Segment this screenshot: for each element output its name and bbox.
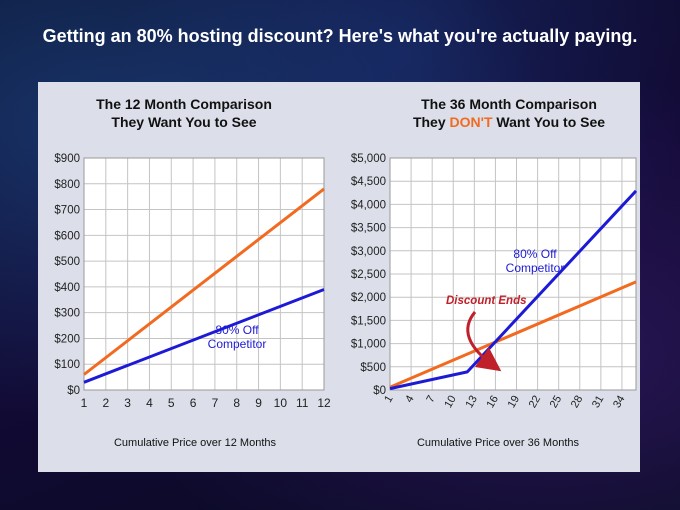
series-line-competitor [389, 189, 638, 391]
x-tick-label: 34 [611, 394, 628, 411]
x-tick-label: 7 [212, 396, 219, 410]
x-tick-label: 9 [255, 396, 262, 410]
y-tick-label: $1,000 [351, 339, 386, 351]
x-tick-label: 1 [81, 396, 88, 410]
x-tick-label: 19 [506, 394, 523, 411]
x-tick-label: 8 [233, 396, 240, 410]
chart2-title-line1: The 36 Month Comparison [421, 96, 597, 112]
headline: Getting an 80% hosting discount? Here's … [42, 26, 638, 46]
series-line-brand [83, 187, 325, 376]
y-tick-label: $800 [54, 179, 80, 191]
y-tick-label: $500 [54, 256, 80, 268]
chart2-plot: $0 $500 $1,000 $1,500 $2,000 $2,500 $3,000 $3,5… [351, 153, 638, 411]
chart2-title-emphasis: DON'T [450, 114, 493, 130]
y-tick-label: $500 [360, 362, 386, 374]
y-tick-label: $4,500 [351, 176, 386, 188]
y-tick-label: $300 [54, 308, 80, 320]
y-tick-label: $100 [54, 359, 80, 371]
y-tick-label: $5,000 [351, 153, 386, 165]
y-tick-label: $900 [54, 153, 80, 165]
x-tick-label: 10 [274, 396, 288, 410]
x-tick-label: 4 [146, 396, 153, 410]
y-tick-label: $4,000 [351, 199, 386, 211]
chart1-plot: $0 $100 $200 $300 $400 $500 $600 $700 $800 $900 1 2… [54, 153, 331, 410]
plot-border [83, 157, 325, 391]
x-tick-label: 3 [124, 396, 131, 410]
x-tick-label: 12 [317, 396, 331, 410]
x-tick-label: 13 [463, 394, 480, 411]
y-tick-label: $200 [54, 333, 80, 345]
x-tick-label: 1 [382, 394, 395, 405]
x-tick-label: 7 [424, 394, 437, 405]
x-tick-label: 11 [296, 396, 309, 410]
y-tick-label: $1,500 [351, 315, 386, 327]
y-tick-label: $0 [373, 385, 386, 397]
plot-border [389, 157, 637, 391]
x-tick-label: 10 [442, 394, 459, 411]
y-tick-label: $700 [54, 205, 80, 217]
y-tick-label: $0 [67, 385, 80, 397]
x-tick-label: 22 [527, 393, 544, 410]
x-tick-label: 2 [102, 396, 109, 410]
chart-panel: The 12 Month Comparison They Want You to… [38, 82, 640, 472]
y-tick-label: $2,000 [351, 292, 386, 304]
x-tick-label: 5 [168, 396, 175, 410]
chart1-title-line2: They Want You to See [111, 114, 256, 130]
y-tick-label: $3,500 [351, 223, 386, 235]
y-tick-label: $400 [54, 282, 80, 294]
series-line-competitor [83, 288, 325, 384]
y-tick-label: $600 [54, 230, 80, 242]
x-tick-label: 25 [548, 394, 565, 411]
y-tick-label: $2,500 [351, 269, 386, 281]
chart1-xlabel: Cumulative Price over 12 Months [114, 437, 277, 449]
series-label: Competitor [208, 337, 267, 351]
series-line-brand [389, 280, 637, 389]
chart2-title-part3: Want You to See [493, 114, 606, 130]
series-label: 80% Off [215, 323, 259, 337]
series-label: Competitor [506, 261, 565, 275]
charts-svg: The 12 Month Comparison They Want You to… [54, 96, 638, 449]
y-tick-label: $3,000 [351, 246, 386, 258]
chart2-xlabel: Cumulative Price over 36 Months [417, 437, 580, 449]
chart2-title-part1: They [413, 114, 450, 130]
chart1-title-line1: The 12 Month Comparison [96, 96, 272, 112]
discount-ends-annotation: Discount Ends [446, 295, 527, 307]
x-tick-label: 4 [403, 394, 416, 405]
x-tick-label: 31 [590, 394, 607, 411]
series-label: 80% Off [513, 247, 557, 261]
x-tick-label: 28 [569, 394, 586, 411]
chart2-title-line2: They DON'T Want You to See [413, 114, 605, 130]
plot-area [84, 158, 324, 390]
discount-ends-arrow [466, 311, 502, 372]
x-tick-label: 6 [190, 396, 197, 410]
x-tick-label: 16 [485, 394, 502, 411]
